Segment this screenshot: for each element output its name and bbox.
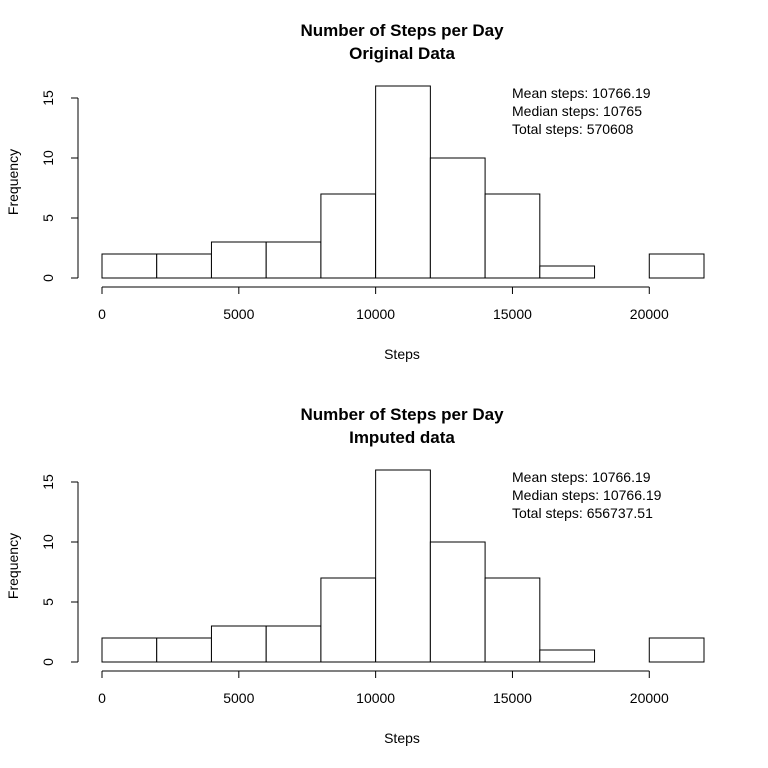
x-tick-label: 15000: [493, 306, 532, 322]
x-tick-label: 5000: [223, 306, 254, 322]
summary-annotation: Median steps: 10766.19: [512, 487, 662, 503]
histogram-panel-1: Number of Steps per Day Original Data 0 500…: [5, 21, 705, 362]
y-tick-label: 0: [40, 658, 56, 666]
y-axis-title: Frequency: [5, 533, 21, 599]
y-axis-title: Frequency: [5, 149, 21, 215]
y-tick-label: 15: [40, 90, 56, 106]
histogram-bar: [429, 541, 486, 663]
histogram-bar: [429, 157, 486, 279]
chart-title: Number of Steps per Day: [300, 21, 504, 40]
chart-subtitle: Imputed data: [349, 428, 455, 447]
histogram-bar: [539, 265, 596, 279]
histogram-bar: [375, 85, 431, 279]
histogram-bar: [265, 625, 322, 663]
histogram-bar: [156, 637, 212, 663]
histogram-bar: [101, 637, 158, 663]
histogram-bar: [265, 241, 322, 279]
x-tick-label: 15000: [493, 690, 532, 706]
histogram-bar: [320, 193, 377, 279]
summary-annotation: Total steps: 570608: [512, 121, 634, 137]
x-tick-label: 20000: [630, 690, 669, 706]
y-tick-label: 5: [40, 598, 56, 606]
chart-subtitle: Original Data: [349, 44, 455, 63]
summary-annotation: Median steps: 10765: [512, 103, 642, 119]
histogram-bar: [210, 241, 267, 279]
histogram-bar: [375, 469, 431, 663]
histogram-bar: [101, 253, 158, 279]
y-tick-label: 5: [40, 214, 56, 222]
summary-annotation: Mean steps: 10766.19: [512, 469, 651, 485]
x-tick-label: 0: [98, 690, 106, 706]
y-tick-label: 10: [40, 534, 56, 550]
histogram-bar: [156, 253, 212, 279]
histogram-bar: [320, 577, 377, 663]
x-axis-title: Steps: [384, 346, 420, 362]
histogram-bar: [648, 253, 705, 279]
x-tick-label: 10000: [356, 690, 395, 706]
y-tick-label: 10: [40, 150, 56, 166]
y-tick-label: 0: [40, 274, 56, 282]
y-tick-label: 15: [40, 474, 56, 490]
histogram-bar: [539, 649, 596, 663]
x-tick-label: 20000: [630, 306, 669, 322]
histogram-bar: [484, 193, 541, 279]
histogram-bar: [210, 625, 267, 663]
histogram-bar: [648, 637, 705, 663]
summary-annotation: Mean steps: 10766.19: [512, 85, 651, 101]
summary-annotation: Total steps: 656737.51: [512, 505, 653, 521]
x-tick-label: 10000: [356, 306, 395, 322]
chart-title: Number of Steps per Day: [300, 405, 504, 424]
histogram-panel-2: Number of Steps per Day Imputed data 0 5000…: [5, 405, 705, 746]
histogram-bar: [484, 577, 541, 663]
x-tick-label: 5000: [223, 690, 254, 706]
x-axis-title: Steps: [384, 730, 420, 746]
x-tick-label: 0: [98, 306, 106, 322]
